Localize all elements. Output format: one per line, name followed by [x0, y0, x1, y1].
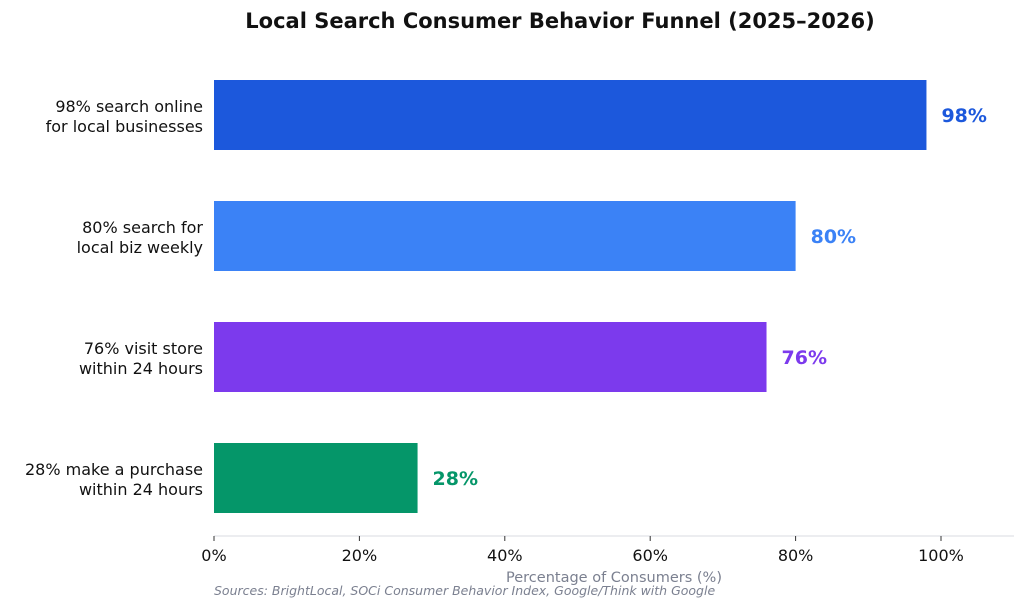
- bar: [214, 201, 796, 271]
- chart-title: Local Search Consumer Behavior Funnel (2…: [245, 9, 874, 33]
- bar: [214, 322, 767, 392]
- category-label: 76% visit store within 24 hours: [79, 339, 203, 378]
- bar: [214, 443, 418, 513]
- x-tick-label: 20%: [342, 546, 378, 565]
- x-axis-label: Percentage of Consumers (%): [506, 570, 722, 586]
- data-label: 80%: [811, 226, 856, 248]
- bar: [214, 80, 927, 150]
- data-label: 28%: [433, 468, 478, 490]
- source-note: Sources: BrightLocal, SOCi Consumer Beha…: [214, 583, 715, 598]
- category-label: 80% search for local biz weekly: [77, 218, 204, 257]
- data-label: 98%: [941, 105, 986, 127]
- x-tick-label: 100%: [918, 546, 964, 565]
- x-tick-label: 40%: [487, 546, 523, 565]
- category-label: 28% make a purchase within 24 hours: [25, 460, 203, 499]
- category-label: 98% search online for local businesses: [46, 97, 203, 136]
- data-label: 76%: [782, 347, 827, 369]
- x-tick-label: 60%: [632, 546, 668, 565]
- x-tick-label: 0%: [201, 546, 226, 565]
- x-tick-label: 80%: [778, 546, 814, 565]
